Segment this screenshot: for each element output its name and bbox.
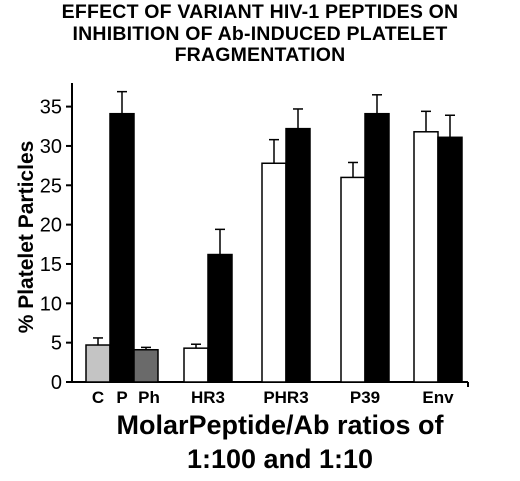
y-tick-label: 0 — [51, 372, 62, 394]
x-tick-label: Env — [422, 388, 454, 407]
y-tick-label: 15 — [40, 254, 62, 276]
x-tick-label: Ph — [138, 388, 160, 407]
chart-title-line: INHIBITION OF Ab-INDUCED PLATELET — [72, 22, 448, 45]
bar — [261, 162, 287, 383]
bar — [285, 127, 311, 383]
y-tick-label: 20 — [40, 215, 62, 237]
x-axis-label-line: 1:100 and 1:10 — [186, 444, 374, 474]
y-tick-label: 30 — [40, 136, 62, 158]
chart-title: EFFECT OF VARIANT HIV-1 PEPTIDES ON INHI… — [0, 1, 520, 67]
bar — [133, 348, 159, 383]
x-tick-label: PHR3 — [263, 388, 308, 407]
x-axis-label: MolarPeptide/Ab ratios of 1:100 and 1:10 — [60, 408, 500, 476]
chart-title-line: EFFECT OF VARIANT HIV-1 PEPTIDES ON — [61, 1, 459, 23]
x-tick-label: C — [92, 388, 104, 407]
y-tick-label: 10 — [40, 293, 62, 315]
y-axis-label: % Platelet Particles — [15, 141, 38, 334]
x-axis-label-line: MolarPeptide/Ab ratios of — [116, 410, 444, 440]
bar — [207, 253, 233, 383]
bar — [85, 344, 111, 383]
bars: C P Ph HR3 PHR3 P39 Env — [85, 90, 463, 407]
y-tick-label: 35 — [40, 97, 62, 119]
bar — [413, 131, 439, 383]
bar — [364, 112, 390, 383]
bar — [437, 136, 463, 383]
y-tick-label: 25 — [40, 175, 62, 197]
bar — [340, 176, 366, 383]
x-tick-label: P — [116, 388, 127, 407]
y-tick-label: 5 — [51, 333, 62, 355]
chart-title-line: FRAGMENTATION — [174, 44, 346, 66]
bar — [109, 112, 135, 383]
x-tick-label: P39 — [350, 388, 380, 407]
bar — [183, 347, 209, 383]
x-tick-label: HR3 — [191, 388, 225, 407]
